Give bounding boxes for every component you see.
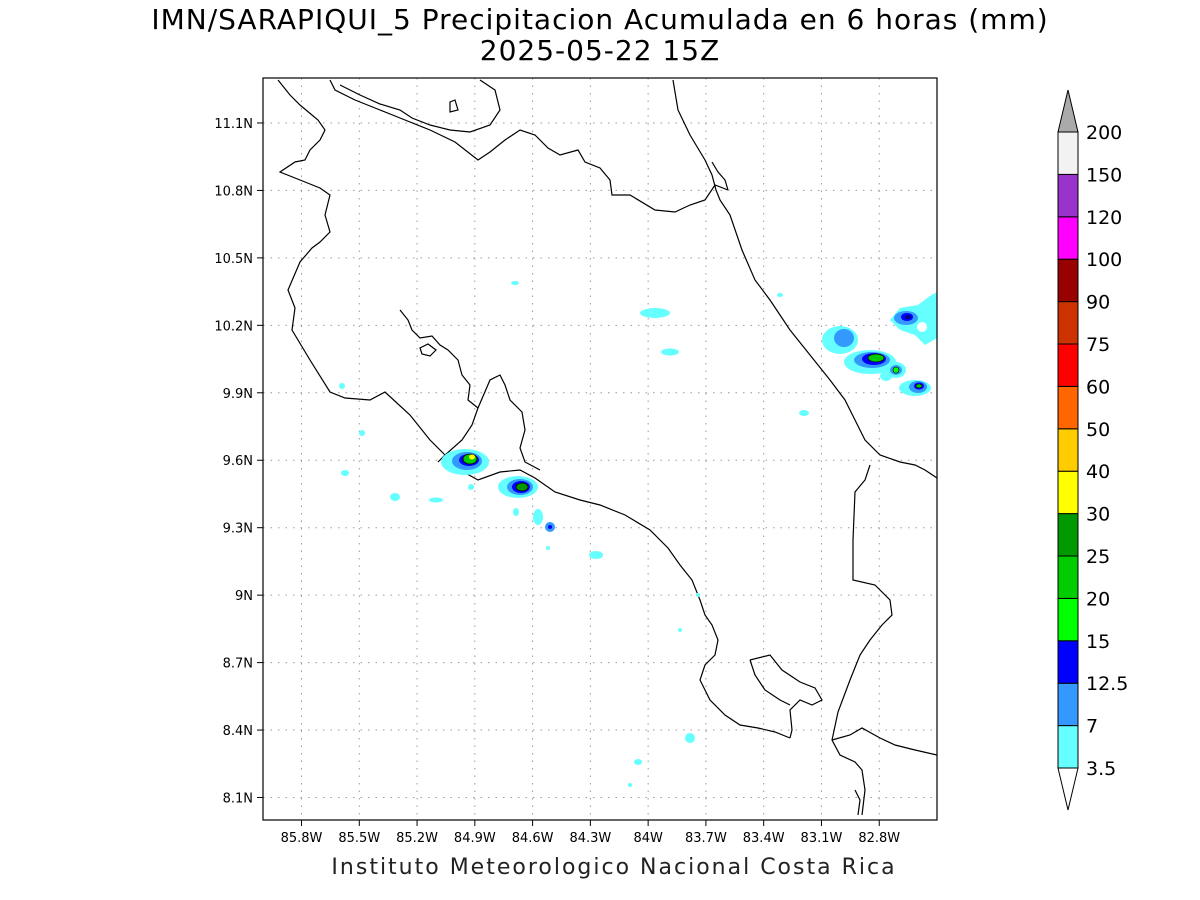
map-background (263, 78, 937, 820)
colorbar-label: 50 (1086, 419, 1110, 441)
colorbar: 3.5 7 12.5 15 20 25 30 40 50 60 75 90 100 120 150 200 (1057, 89, 1128, 811)
pacific-coast-central (447, 457, 791, 739)
precip-cell-7 (890, 292, 937, 345)
colorbar-swatch (1057, 513, 1079, 557)
nicaragua-lake-south (329, 79, 729, 213)
san-juan-river (339, 79, 501, 133)
lon-tick-label: 84W (633, 831, 663, 846)
lon-tick-label: 84.3W (569, 831, 611, 846)
lat-tick-label: 11.1N (214, 117, 253, 132)
burica-point (854, 789, 861, 816)
lat-tick-label: 9.6N (223, 454, 253, 469)
caribbean-inlet (711, 161, 729, 191)
precip-cell-1 (441, 449, 489, 475)
colorbar-label: 30 (1086, 504, 1110, 526)
colorbar-swatch (1057, 597, 1079, 642)
lat-tick-label: 9N (235, 589, 253, 604)
precip-cell-6 (899, 380, 931, 396)
colorbar-swatch (1057, 258, 1079, 303)
colorbar-upper-extend (1057, 89, 1079, 133)
colorbar-swatch (1057, 640, 1079, 684)
colorbar-swatch (1057, 682, 1079, 727)
lon-tick-label: 85.2W (396, 831, 438, 846)
pacific-coast-upper (477, 374, 541, 471)
map-title: IMN/SARAPIQUI_5 Precipitacion Acumulada … (151, 3, 1049, 36)
nicoya-gulf (399, 309, 479, 463)
colorbar-label: 15 (1086, 631, 1110, 653)
precip-cell-3 (822, 326, 858, 354)
lake-nicaragua-shore (277, 79, 449, 459)
colorbar-label: 3.5 (1086, 758, 1116, 780)
colorbar-lower-extend (1057, 767, 1079, 811)
credit-text: Instituto Meteorologico Nacional Costa R… (331, 855, 897, 880)
colorbar-swatch (1057, 131, 1079, 175)
lon-tick-label: 84.6W (512, 831, 554, 846)
colorbar-label: 100 (1086, 249, 1122, 271)
colorbar-label: 60 (1086, 376, 1110, 398)
colorbar-swatch (1057, 216, 1079, 260)
lat-tick-label: 10.5N (214, 252, 253, 267)
panama-border (831, 464, 893, 816)
nicaragua-island (449, 99, 459, 113)
colorbar-swatch (1057, 428, 1079, 472)
nicoya-island (419, 343, 437, 357)
colorbar-swatch (1057, 725, 1079, 769)
osa-peninsula (749, 654, 823, 739)
lon-tick-label: 84.9W (454, 831, 496, 846)
lat-tick-label: 8.1N (223, 792, 253, 807)
lat-tick-label: 8.4N (223, 724, 253, 739)
caribbean-coast (672, 79, 937, 479)
lon-tick-label: 83.4W (743, 831, 785, 846)
colorbar-label: 90 (1086, 292, 1110, 314)
lon-tick-label: 85.5W (338, 831, 380, 846)
lat-tick-label: 9.3N (223, 522, 253, 537)
lon-tick-label: 82.8W (858, 831, 900, 846)
lat-tick-label: 9.9N (223, 387, 253, 402)
colorbar-swatch (1057, 555, 1079, 599)
colorbar-label: 25 (1086, 546, 1110, 568)
colorbar-swatch (1057, 470, 1079, 515)
precipitation-layer (339, 281, 937, 787)
colorbar-swatch (1057, 301, 1079, 345)
colorbar-label: 12.5 (1086, 673, 1128, 695)
coastline-layer (277, 79, 937, 816)
lon-tick-label: 85.8W (281, 831, 323, 846)
colorbar-label: 120 (1086, 207, 1122, 229)
colorbar-swatch (1057, 385, 1079, 430)
precip-cell-2 (498, 476, 538, 498)
colorbar-label: 75 (1086, 334, 1110, 356)
colorbar-label: 7 (1086, 716, 1098, 738)
map-frame (262, 77, 938, 821)
lat-tick-label: 10.2N (214, 319, 253, 334)
golfo-dulce (749, 659, 791, 706)
colorbar-label: 150 (1086, 164, 1122, 186)
colorbar-swatch (1057, 173, 1079, 218)
lat-tick-label: 8.7N (223, 657, 253, 672)
colorbar-label: 40 (1086, 461, 1110, 483)
map-subtitle: 2025-05-22 15Z (479, 34, 721, 67)
lon-tick-label: 83.1W (801, 831, 843, 846)
axis-ticks: 85.8W 85.5W 85.2W 84.9W 84.6W 84.3W 84W 83.7W 83… (214, 117, 900, 846)
lon-tick-label: 83.7W (685, 831, 727, 846)
colorbar-swatch (1057, 343, 1079, 387)
colorbar-label: 20 (1086, 588, 1110, 610)
colorbar-label: 200 (1086, 122, 1122, 144)
lat-tick-label: 10.8N (214, 184, 253, 199)
panama-coast (831, 727, 937, 756)
precip-cell-5 (886, 362, 906, 378)
